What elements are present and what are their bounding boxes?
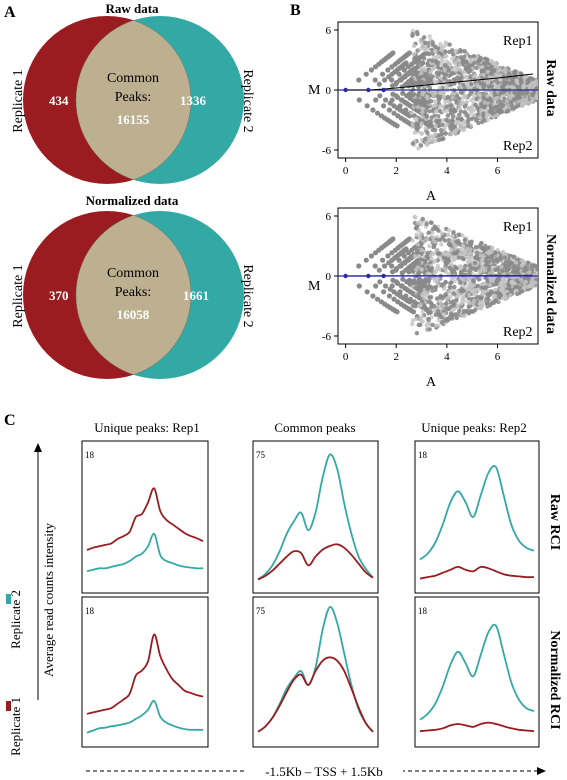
x-axis-label-bg (245, 761, 403, 779)
profile-plot-raw-rep1-ymax: 18 (85, 450, 95, 460)
profile-line-rep1 (419, 565, 535, 580)
legend-swatch-rep1 (6, 701, 11, 711)
profile-xlabel: -1.5Kb – TSS + 1.5Kb (265, 764, 383, 779)
column-title-rep1: Unique peaks: Rep1 (94, 420, 199, 435)
profile-line-rep1 (86, 633, 204, 715)
profile-plot-raw-rep1: 18 (81, 440, 209, 594)
svg-text:0: 0 (326, 85, 332, 97)
ma-plot-normalized-points (356, 214, 538, 336)
profile-plot-raw-rep2-frame (414, 440, 540, 594)
profile-line-rep2 (86, 699, 203, 734)
profile-plot-raw-common: 75 (252, 440, 379, 594)
venn-normalized: Normalized data Replicate 1 Replicate 2 … (11, 193, 255, 379)
legend-label-rep1: Replicate 1 (8, 697, 23, 756)
svg-text:6: 6 (326, 211, 332, 223)
profile-plot-normalized-rep2: 18 (414, 596, 540, 748)
venn-normalized-common-value: 16058 (117, 307, 150, 322)
column-title-common: Common peaks (274, 420, 355, 435)
venn-normalized-title: Normalized data (86, 193, 179, 208)
svg-text:6: 6 (495, 165, 501, 177)
profile-plot-normalized-rep1-frame (81, 596, 209, 748)
svg-text:4: 4 (444, 351, 450, 363)
venn-normalized-right-value: 1661 (183, 288, 209, 303)
profile-line-rep1 (86, 487, 204, 551)
ma-plot-raw-bottom-label: Rep2 (503, 139, 533, 154)
ma-plot-raw-ylabel: M (308, 83, 321, 98)
panel-b-label: B (290, 2, 301, 19)
venn-raw-common-value: 16155 (117, 112, 150, 127)
venn-normalized-left-label: Replicate 1 (11, 264, 26, 327)
column-title-rep2: Unique peaks: Rep2 (421, 420, 526, 435)
svg-text:6: 6 (495, 351, 501, 363)
profile-line-rep2 (86, 532, 204, 573)
legend-label-rep2: Replicate 2 (8, 590, 23, 649)
profile-line-rep1 (257, 543, 374, 581)
panel-c-label: C (4, 412, 16, 429)
profile-line-rep1 (419, 721, 535, 733)
venn-normalized-common-label-1: Common (107, 266, 159, 281)
profile-ylabel: Average read counts intensity (41, 523, 56, 677)
venn-raw: Raw data Replicate 1 Replicate 2 434 133… (11, 1, 255, 184)
ma-plot-raw-top-label: Rep1 (503, 34, 533, 49)
profile-plot-raw-rep2: 18 (414, 440, 540, 594)
venn-raw-right-label: Replicate 2 (240, 69, 255, 132)
venn-raw-common-label-1: Common (107, 71, 159, 86)
svg-text:0: 0 (326, 271, 332, 283)
venn-raw-left-value: 434 (49, 93, 69, 108)
svg-text:0: 0 (343, 165, 349, 177)
x-axis-arrow-head (537, 767, 546, 775)
ma-plot-normalized-bottom-label: Rep2 (503, 325, 533, 340)
profile-line-rep2 (419, 464, 535, 561)
profile-plot-normalized-rep1-ymax: 18 (85, 606, 95, 616)
ma-plot-raw-ticks: 0 2 4 6 6 0 -6 (322, 25, 501, 177)
svg-text:2: 2 (393, 351, 399, 363)
svg-text:4: 4 (444, 165, 450, 177)
profile-plot-normalized-rep2-ymax: 18 (418, 606, 428, 616)
ma-plot-normalized-trend-line (345, 274, 533, 277)
svg-text:-6: -6 (322, 145, 332, 157)
profile-plot-raw-common-frame (252, 440, 379, 594)
venn-normalized-overlap (75, 215, 192, 375)
venn-raw-title: Raw data (105, 1, 159, 16)
profile-plot-raw-rep2-ymax: 18 (418, 450, 428, 460)
profile-plot-raw-rep1-frame (81, 440, 209, 594)
row-label-raw: Raw RCI (547, 494, 562, 550)
venn-raw-right-value: 1336 (180, 93, 207, 108)
ma-plot-normalized-side-label: Normalized data (543, 234, 558, 334)
ma-plot-normalized-ylabel: M (308, 279, 321, 294)
profile-plot-normalized-rep2-frame (414, 596, 540, 748)
profile-line-rep2 (419, 623, 535, 721)
profile-line-rep2 (257, 453, 374, 581)
ma-plot-normalized: 0 2 4 6 6 0 -6 Rep1 Rep2 M A Normalized data (308, 207, 558, 390)
svg-text:-6: -6 (322, 331, 332, 343)
venn-normalized-left-value: 370 (49, 288, 69, 303)
row-label-normalized: Normalized RCI (547, 630, 562, 729)
ma-plot-raw: 0 2 4 6 6 0 -6 Rep1 Rep2 M A Raw data (308, 21, 558, 204)
ma-plot-raw-side-label: Raw data (543, 59, 558, 116)
venn-normalized-common-label-2: Peaks: (115, 285, 152, 300)
profile-plot-normalized-common-ymax: 75 (256, 606, 266, 616)
svg-text:6: 6 (326, 25, 332, 37)
profile-plot-normalized-common: 75 (252, 596, 379, 748)
venn-normalized-right-label: Replicate 2 (240, 264, 255, 327)
svg-text:2: 2 (393, 165, 399, 177)
svg-text:0: 0 (343, 351, 349, 363)
profile-plot-normalized-rep1: 18 (81, 596, 209, 748)
venn-raw-left-label: Replicate 1 (11, 69, 26, 132)
ma-plot-normalized-top-label: Rep1 (503, 220, 533, 235)
ma-plot-normalized-xlabel: A (426, 375, 437, 390)
profile-line-rep1 (257, 656, 374, 733)
panel-a-label: A (4, 4, 16, 21)
profile-plot-raw-common-ymax: 75 (256, 450, 266, 460)
legend-swatch-rep2 (6, 594, 11, 604)
ma-plot-raw-xlabel: A (426, 189, 437, 204)
ma-plot-normalized-ticks: 0 2 4 6 6 0 -6 (322, 211, 501, 363)
y-axis-arrow-head (34, 443, 42, 452)
venn-raw-common-label-2: Peaks: (115, 90, 152, 105)
ma-plot-raw-trend-line (345, 73, 533, 91)
venn-raw-overlap (75, 20, 192, 180)
